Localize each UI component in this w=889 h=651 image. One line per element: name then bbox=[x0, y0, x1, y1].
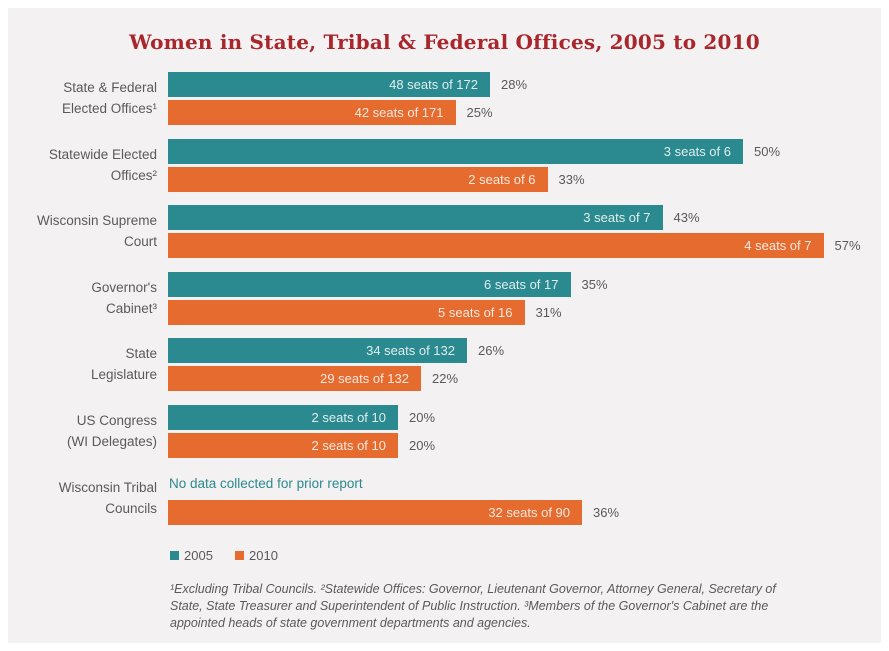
bar-2010 bbox=[168, 300, 525, 325]
value-label: 26% bbox=[478, 343, 505, 358]
category-label: Wisconsin Supreme Court bbox=[36, 213, 157, 249]
category-label: Governor's Cabinet³ bbox=[91, 280, 157, 316]
category-label: Statewide Elected Offices² bbox=[48, 147, 157, 183]
category-label: Wisconsin Tribal Councils bbox=[58, 480, 157, 516]
bar-data-label: 2 seats of 10 bbox=[311, 410, 386, 425]
bar-data-label: 34 seats of 132 bbox=[366, 343, 455, 358]
legend-label-2005: 2005 bbox=[184, 548, 213, 563]
legend-label-2010: 2010 bbox=[249, 548, 278, 563]
value-label: 36% bbox=[593, 505, 620, 520]
bar-data-label: 32 seats of 90 bbox=[488, 505, 570, 520]
value-label: 50% bbox=[754, 144, 781, 159]
chart-title: Women in State, Tribal & Federal Offices… bbox=[129, 30, 760, 54]
bar-2010 bbox=[168, 433, 398, 458]
category-label: US Congress (WI Delegates) bbox=[66, 413, 157, 449]
value-label: 33% bbox=[558, 172, 585, 187]
value-label: 35% bbox=[581, 277, 608, 292]
bar-2005 bbox=[168, 405, 398, 430]
legend-swatch-2010 bbox=[235, 551, 244, 560]
bar-2005 bbox=[168, 139, 743, 164]
legend-item-2005: 2005 bbox=[170, 548, 213, 563]
bar-2010 bbox=[168, 233, 824, 258]
bar-2005 bbox=[168, 338, 467, 363]
value-label: 31% bbox=[535, 305, 562, 320]
bar-data-label: 3 seats of 7 bbox=[583, 210, 651, 225]
bar-data-label: 6 seats of 17 bbox=[484, 277, 559, 292]
bar-2010 bbox=[168, 100, 456, 125]
legend-swatch-2005 bbox=[170, 551, 179, 560]
value-label: 57% bbox=[834, 238, 861, 253]
bar-2005 bbox=[168, 272, 571, 297]
bar-data-label: 4 seats of 7 bbox=[744, 238, 812, 253]
value-label: 20% bbox=[409, 438, 436, 453]
bar-data-label: 3 seats of 6 bbox=[663, 144, 731, 159]
bar-2010 bbox=[168, 366, 421, 391]
bar-2005 bbox=[168, 205, 663, 230]
value-label: 43% bbox=[673, 210, 700, 225]
bar-data-label: 2 seats of 10 bbox=[311, 438, 386, 453]
no-data-annotation: No data collected for prior report bbox=[169, 476, 363, 491]
legend-item-2010: 2010 bbox=[235, 548, 278, 563]
value-label: 28% bbox=[501, 77, 528, 92]
bar-2005 bbox=[168, 72, 490, 97]
category-label: State & Federal Elected Offices¹ bbox=[61, 80, 157, 116]
bar-data-label: 5 seats of 16 bbox=[438, 305, 513, 320]
category-label: State Legislature bbox=[90, 346, 157, 382]
footnote: ¹Excluding Tribal Councils. ²Statewide O… bbox=[170, 582, 776, 630]
value-label: 25% bbox=[466, 105, 493, 120]
bar-data-label: 29 seats of 132 bbox=[320, 371, 409, 386]
bar-data-label: 2 seats of 6 bbox=[468, 172, 536, 187]
bar-2010 bbox=[168, 500, 582, 525]
value-label: 22% bbox=[432, 371, 459, 386]
bar-data-label: 42 seats of 171 bbox=[354, 105, 444, 120]
bar-2010 bbox=[168, 167, 548, 192]
bar-data-label: 48 seats of 172 bbox=[389, 77, 478, 92]
value-label: 20% bbox=[409, 410, 436, 425]
